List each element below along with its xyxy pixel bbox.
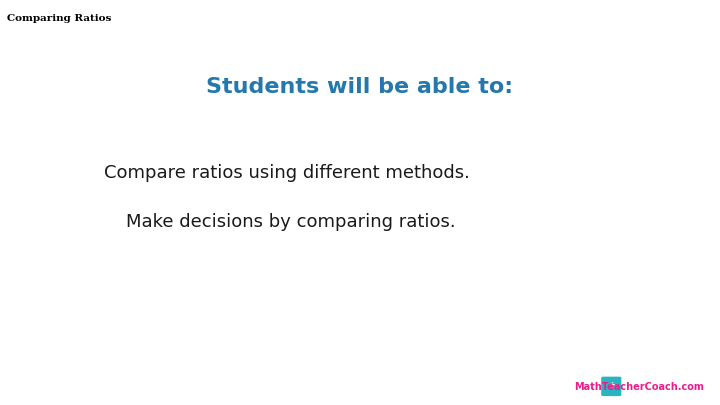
Text: Compare ratios using different methods.: Compare ratios using different methods. bbox=[104, 164, 470, 182]
FancyBboxPatch shape bbox=[601, 377, 621, 396]
Text: ÷: ÷ bbox=[608, 382, 615, 391]
Text: MathTeacherCoach.com: MathTeacherCoach.com bbox=[575, 382, 704, 392]
Text: Comparing Ratios: Comparing Ratios bbox=[7, 14, 112, 23]
Text: Make decisions by comparing ratios.: Make decisions by comparing ratios. bbox=[126, 213, 456, 230]
Text: Students will be able to:: Students will be able to: bbox=[207, 77, 513, 97]
